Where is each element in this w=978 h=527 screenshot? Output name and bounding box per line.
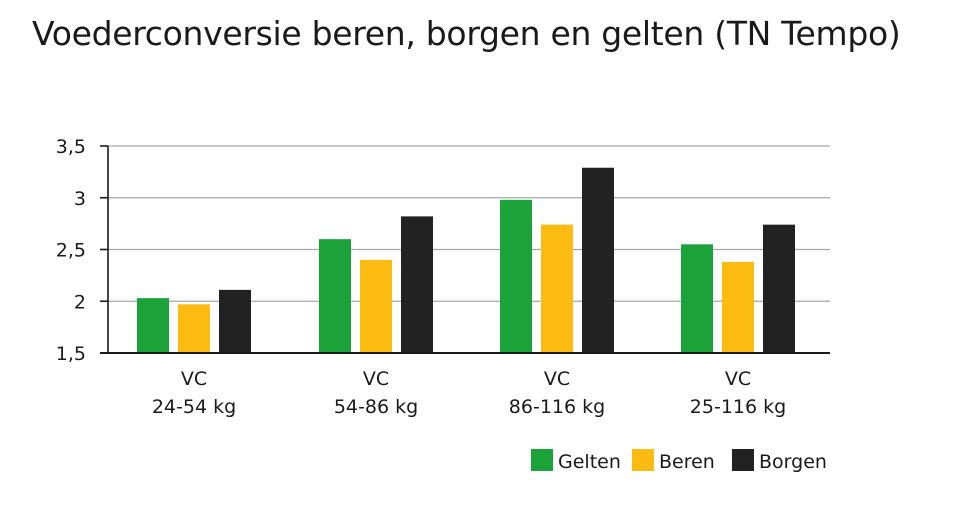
bar-borgen xyxy=(582,167,614,353)
chart-title: Voederconversie beren, borgen en gelten … xyxy=(32,14,901,53)
y-tick-label: 3 xyxy=(74,188,86,210)
x-category-label-line2: 54-86 kg xyxy=(334,396,418,418)
y-tick-label: 2,5 xyxy=(56,240,86,262)
bar-gelten xyxy=(681,244,713,353)
bar-beren xyxy=(360,259,392,353)
bar-beren xyxy=(722,261,754,353)
x-category-label-line1: VC xyxy=(725,368,751,390)
y-tick-label: 1,5 xyxy=(56,343,86,365)
bar-gelten xyxy=(500,199,532,353)
x-category-label-line1: VC xyxy=(544,368,570,390)
x-category-label-line2: 25-116 kg xyxy=(690,396,786,418)
legend-label-beren: Beren xyxy=(659,451,715,473)
legend-label-borgen: Borgen xyxy=(759,451,827,473)
x-category-label-line2: 86-116 kg xyxy=(509,396,605,418)
y-tick-label: 3,5 xyxy=(56,136,86,158)
legend-label-gelten: Gelten xyxy=(558,451,621,473)
x-category-label-line1: VC xyxy=(363,368,389,390)
bar-gelten xyxy=(137,298,169,353)
bar-borgen xyxy=(401,216,433,353)
y-tick-label: 2 xyxy=(74,291,86,313)
bars xyxy=(137,167,795,353)
legend-swatch-beren xyxy=(632,449,654,471)
x-category-label-line1: VC xyxy=(181,368,207,390)
bar-borgen xyxy=(763,224,795,353)
legend-swatch-borgen xyxy=(732,449,754,471)
bar-beren xyxy=(178,304,210,353)
gridlines xyxy=(108,145,830,302)
bar-gelten xyxy=(319,239,351,353)
x-category-label-line2: 24-54 kg xyxy=(152,396,236,418)
axis-labels: 3,5 3 2,5 2 1,5 VC 24-54 kg VC 54-86 kg VC 86-116 … xyxy=(56,136,786,418)
bar-borgen xyxy=(219,289,251,353)
bar-beren xyxy=(541,224,573,353)
axes xyxy=(100,145,830,354)
legend: Gelten Beren Borgen xyxy=(531,449,827,473)
legend-swatch-gelten xyxy=(531,449,553,471)
